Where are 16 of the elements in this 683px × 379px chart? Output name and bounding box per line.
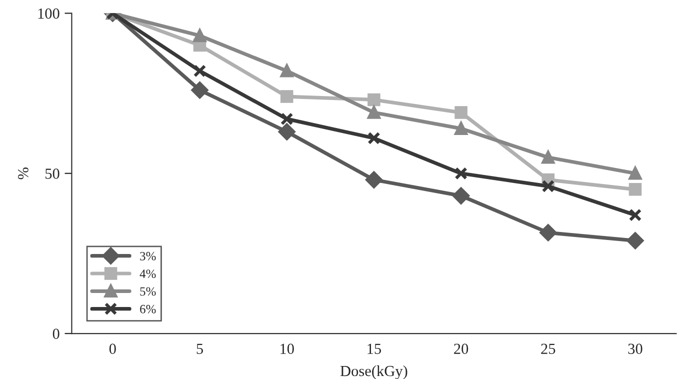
y-tick-label: 50 bbox=[46, 168, 60, 179]
legend-label: 3% bbox=[140, 252, 156, 260]
x-tick-label: 15 bbox=[368, 344, 381, 354]
legend-label: 6% bbox=[140, 304, 156, 314]
y-axis-title: % bbox=[18, 168, 28, 180]
legend-label: 4% bbox=[140, 270, 156, 278]
x-axis-title: Dose(kGy) bbox=[340, 365, 408, 379]
x-tick-label: 25 bbox=[541, 344, 556, 354]
x-tick-label: 0 bbox=[109, 344, 116, 354]
x-tick-label: 20 bbox=[454, 344, 468, 354]
x-tick-label: 5 bbox=[196, 344, 203, 354]
x-tick-label: 10 bbox=[280, 344, 294, 354]
x-tick-label: 30 bbox=[628, 344, 642, 354]
legend-label: 5% bbox=[140, 287, 156, 296]
y-tick-label: 100 bbox=[38, 8, 60, 19]
y-tick-label: 0 bbox=[52, 328, 60, 339]
